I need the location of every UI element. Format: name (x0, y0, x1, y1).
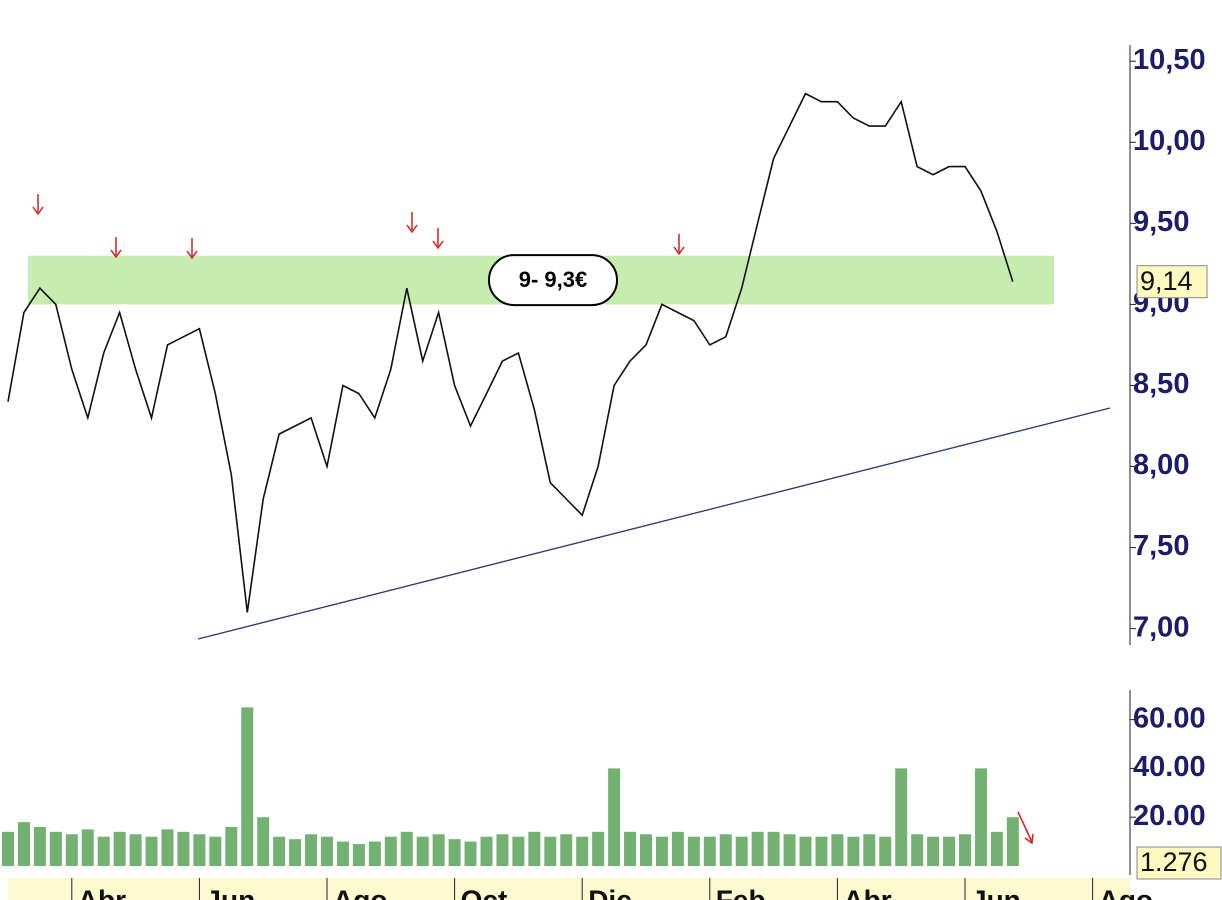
volume-bar (496, 834, 509, 866)
volume-bar (655, 836, 668, 866)
volume-bar (352, 844, 365, 866)
volume-bar (974, 768, 987, 866)
volume-bar (703, 836, 716, 866)
volume-bar (990, 831, 1003, 866)
volume-bar (464, 841, 477, 866)
x-tick-label: Oct (461, 884, 508, 900)
volume-bar (17, 822, 30, 866)
volume-bar (943, 836, 956, 866)
x-tick-label: Dic (588, 884, 632, 900)
y-tick-label: 9,50 (1133, 206, 1189, 238)
volume-bar (528, 831, 541, 866)
y-tick-label: 8,50 (1133, 368, 1189, 400)
x-tick-label: Feb (716, 884, 766, 900)
volume-bar (129, 834, 142, 866)
volume-bar (448, 839, 461, 866)
volume-bar (384, 836, 397, 866)
volume-bar (799, 836, 812, 866)
volume-bar (257, 817, 270, 866)
volume-bar (671, 831, 684, 866)
x-tick-label: Abr (843, 884, 891, 900)
volume-bar (783, 834, 796, 866)
volume-bar (177, 831, 190, 866)
volume-bar (209, 836, 222, 866)
volume-bar (927, 836, 940, 866)
volume-bar (895, 768, 908, 866)
x-tick-label: Jun (205, 884, 255, 900)
volume-bar (959, 834, 971, 866)
time-axis-band (8, 878, 1130, 900)
price-line (7, 92, 1014, 613)
volume-bar (687, 836, 700, 866)
volume-bar (767, 831, 780, 866)
volume-bar (336, 841, 349, 866)
volume-bar (161, 829, 174, 866)
volume-bar (608, 768, 621, 866)
volume-bar (33, 826, 46, 866)
y-tick-label: 60.00 (1133, 702, 1206, 734)
volume-bar (49, 831, 62, 866)
volume-bar (65, 834, 78, 866)
volume-bar (576, 836, 589, 866)
volume-bar (831, 834, 844, 866)
last-volume-box (1136, 846, 1222, 880)
volume-bar (879, 836, 892, 866)
y-tick-label: 10,00 (1133, 125, 1206, 157)
volume-bar (2, 831, 14, 866)
volume-bar (624, 831, 637, 866)
y-tick-label: 7,50 (1133, 530, 1189, 562)
volume-bar (81, 829, 94, 866)
volume-bar (911, 834, 924, 866)
volume-bar (145, 836, 158, 866)
volume-bar (1006, 817, 1019, 866)
last-volume-label: 1.276 (1140, 847, 1208, 877)
y-tick-label: 20.00 (1133, 800, 1206, 832)
volume-bar (480, 836, 493, 866)
volume-bar (751, 831, 764, 866)
volume-bar (193, 834, 206, 866)
y-tick-label: 10,50 (1133, 44, 1206, 76)
volume-bar (560, 834, 573, 866)
volume-bar (273, 836, 286, 866)
volume-bar (305, 834, 318, 866)
last-price-label: 9,14 (1140, 266, 1193, 296)
trendline (197, 407, 1111, 640)
volume-bar (113, 831, 126, 866)
last-price-box (1136, 265, 1208, 299)
volume-bar (400, 831, 413, 866)
volume-bar (416, 836, 429, 866)
volume-bar (97, 836, 110, 866)
y-tick-label: 8,00 (1133, 449, 1189, 481)
volume-bar (368, 841, 381, 866)
volume-bar (640, 834, 652, 866)
zone-label-box (488, 254, 618, 307)
volume-bar (735, 836, 748, 866)
y-tick-label: 40.00 (1133, 751, 1206, 783)
volume-bar (815, 836, 828, 866)
volume-bar (592, 831, 605, 866)
x-tick-label: Jun (971, 884, 1021, 900)
volume-bar (432, 834, 445, 866)
volume-bar (544, 836, 557, 866)
zone-label: 9- 9,3€ (519, 267, 588, 292)
x-tick-label: Ago (333, 884, 387, 900)
x-tick-label: Ago (1099, 884, 1153, 900)
volume-bar (847, 836, 860, 866)
volume-bar (863, 834, 876, 866)
volume-bar (225, 826, 238, 866)
resistance-arrows (32, 194, 1034, 845)
volume-bar (512, 836, 525, 866)
x-tick-label: Abr (78, 884, 126, 900)
volume-bar (241, 707, 254, 866)
y-tick-label: 7,00 (1133, 611, 1189, 643)
volume-bar (289, 839, 302, 866)
volume-bar (719, 834, 732, 866)
volume-bar (321, 836, 333, 866)
